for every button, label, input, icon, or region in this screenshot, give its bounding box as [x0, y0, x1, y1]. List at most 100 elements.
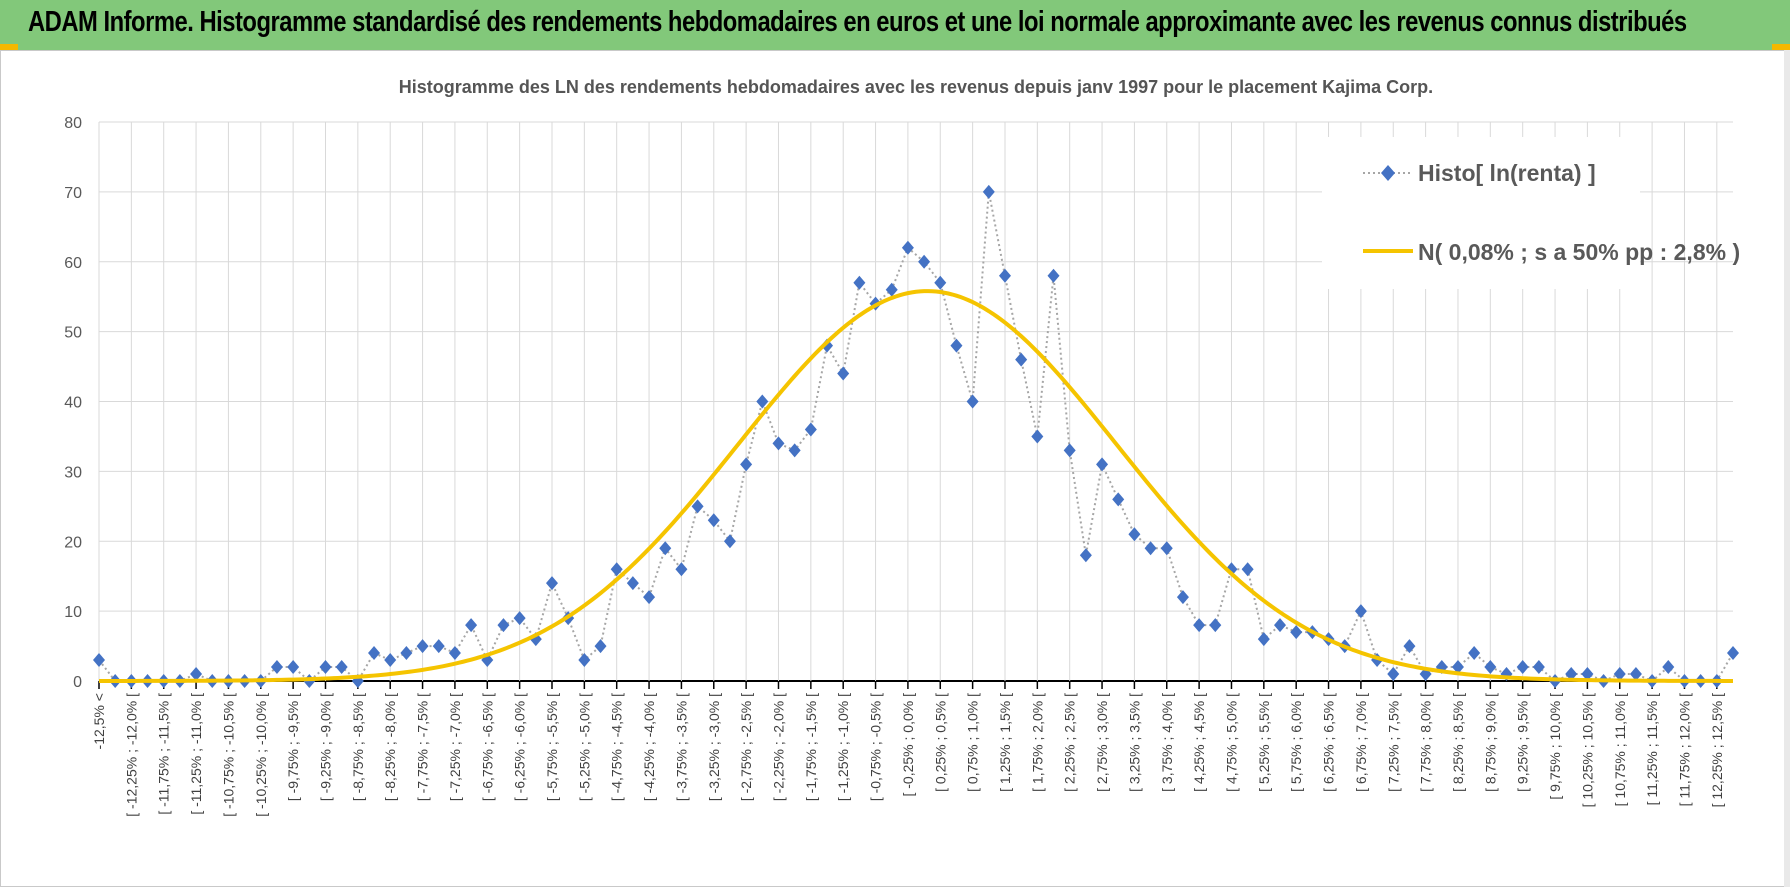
x-tick-label: [ 7,25% ; 7,5% [ [1385, 693, 1401, 792]
histo-point [966, 394, 979, 409]
x-tick-label: [ -10,25% ; -10,0% [ [253, 693, 269, 817]
histo-point [659, 541, 672, 556]
x-tick-label: [ 9,75% ; 10,0% [ [1547, 693, 1563, 800]
histo-point [319, 660, 332, 675]
x-tick-label: [ 1,25% ; 1,5% [ [997, 693, 1013, 792]
x-tick-label: [ -5,25% ; -5,0% [ [576, 693, 592, 801]
x-tick-label: [ 4,75% ; 5,0% [ [1223, 693, 1239, 792]
histo-point [707, 513, 720, 528]
histo-point [432, 639, 445, 654]
histo-point [918, 254, 931, 269]
histo-point [1354, 604, 1367, 619]
x-tick-label: [ 10,75% ; 11,0% [ [1612, 693, 1628, 806]
x-tick-label: [ -12,25% ; -12,0% [ [123, 693, 139, 817]
histo-point [610, 562, 623, 577]
histo-point [368, 646, 381, 661]
x-tick-label: [ 8,75% ; 9,0% [ [1482, 693, 1498, 792]
histo-point [804, 422, 817, 437]
histo-point [335, 660, 348, 675]
normal-curve-line [99, 289, 1733, 683]
y-tick-label: 60 [64, 255, 82, 272]
histo-point [1209, 618, 1222, 633]
histo-point [594, 639, 607, 654]
x-tick-label: [ 5,75% ; 6,0% [ [1288, 693, 1304, 792]
legend-background [1322, 137, 1640, 289]
x-tick-label: [ -3,75% ; -3,5% [ [673, 693, 689, 801]
histo-point [1112, 492, 1125, 507]
x-tick-label: [ 2,25% ; 2,5% [ [1062, 693, 1078, 792]
histo-point [788, 443, 801, 458]
x-tick-label: [ 0,75% ; 1,0% [ [965, 693, 981, 792]
histo-point [772, 436, 785, 451]
histo-point [1662, 660, 1675, 675]
x-tick-label: [ 11,75% ; 12,0% [ [1676, 693, 1692, 806]
x-tick-label: [ 7,75% ; 8,0% [ [1418, 693, 1434, 792]
histo-point [1727, 646, 1739, 661]
header-accent-left [0, 44, 18, 50]
x-tick-label: [ 0,25% ; 0,5% [ [932, 693, 948, 792]
histo-point [675, 562, 688, 577]
chart-legend: Histo[ ln(renta) ] N( 0,08% ; s a 50% pp… [1322, 137, 1740, 289]
y-tick-label: 70 [64, 185, 82, 202]
histo-point [853, 275, 866, 290]
histo-point [1128, 527, 1141, 542]
histo-point [1629, 667, 1642, 682]
header-accent-right [1772, 44, 1790, 50]
histo-point [982, 184, 995, 199]
y-axis-ticks: 0 10 20 30 40 50 60 70 80 [64, 115, 82, 691]
histo-point [837, 366, 850, 381]
x-tick-label: [ 8,25% ; 8,5% [ [1450, 693, 1466, 792]
histo-point [93, 653, 105, 668]
y-tick-label: 40 [64, 395, 82, 412]
histo-point [545, 576, 558, 591]
x-tick-label: [ -1,25% ; -1,0% [ [835, 693, 851, 801]
x-tick-label: [ -4,75% ; -4,5% [ [609, 693, 625, 801]
y-tick-label: 50 [64, 325, 82, 342]
x-tick-label: [ -1,75% ; -1,5% [ [803, 693, 819, 801]
histo-point [384, 653, 397, 668]
x-tick-label: [ 1,75% ; 2,0% [ [1029, 693, 1045, 792]
x-tick-label: [ 2,75% ; 3,0% [ [1094, 693, 1110, 792]
histo-point [998, 268, 1011, 283]
x-tick-label: [ -0,75% ; -0,5% [ [868, 693, 884, 801]
x-tick-label: -12,5% < [91, 693, 107, 749]
chart-grid [98, 121, 1733, 682]
right-edge-bar [1784, 50, 1790, 887]
histo-point [950, 338, 963, 353]
histo-point [1241, 562, 1254, 577]
x-tick-label: [ -3,25% ; -3,0% [ [706, 693, 722, 801]
histo-point [901, 240, 914, 255]
x-tick-label: [ 5,25% ; 5,5% [ [1256, 693, 1272, 792]
histo-point [190, 667, 203, 682]
histo-point [885, 282, 898, 297]
histo-point [740, 457, 753, 472]
histo-point [1096, 457, 1109, 472]
x-tick-label: [ -2,25% ; -2,0% [ [770, 693, 786, 801]
histo-point [270, 660, 283, 675]
histo-point [1613, 667, 1626, 682]
x-tick-label: [ -6,25% ; -6,0% [ [512, 693, 528, 801]
y-tick-label: 80 [64, 115, 82, 132]
histo-point [1063, 443, 1076, 458]
histo-point [416, 639, 429, 654]
histo-point [448, 646, 461, 661]
histo-point [1451, 660, 1464, 675]
x-tick-label: [ 6,25% ; 6,5% [ [1321, 693, 1337, 792]
histo-point [1516, 660, 1529, 675]
x-tick-label: [ 12,25% ; 12,5% [ [1709, 693, 1725, 808]
histo-point [1144, 541, 1157, 556]
series-normal [99, 289, 1733, 683]
x-tick-label: [ -10,75% ; -10,5% [ [220, 693, 236, 817]
histo-point [513, 611, 526, 626]
report-title: ADAM Informe. Histogramme standardisé de… [28, 6, 1687, 38]
histo-point [626, 576, 639, 591]
histo-point [1031, 429, 1044, 444]
histo-point [1532, 660, 1545, 675]
x-tick-label: [ -7,25% ; -7,0% [ [447, 693, 463, 801]
histo-point [1468, 646, 1481, 661]
x-tick-label: [ -11,25% ; -11,0% [ [188, 693, 204, 815]
x-tick-label: [ 4,25% ; 4,5% [ [1191, 693, 1207, 792]
histo-point [1581, 667, 1594, 682]
y-tick-label: 0 [73, 674, 82, 691]
